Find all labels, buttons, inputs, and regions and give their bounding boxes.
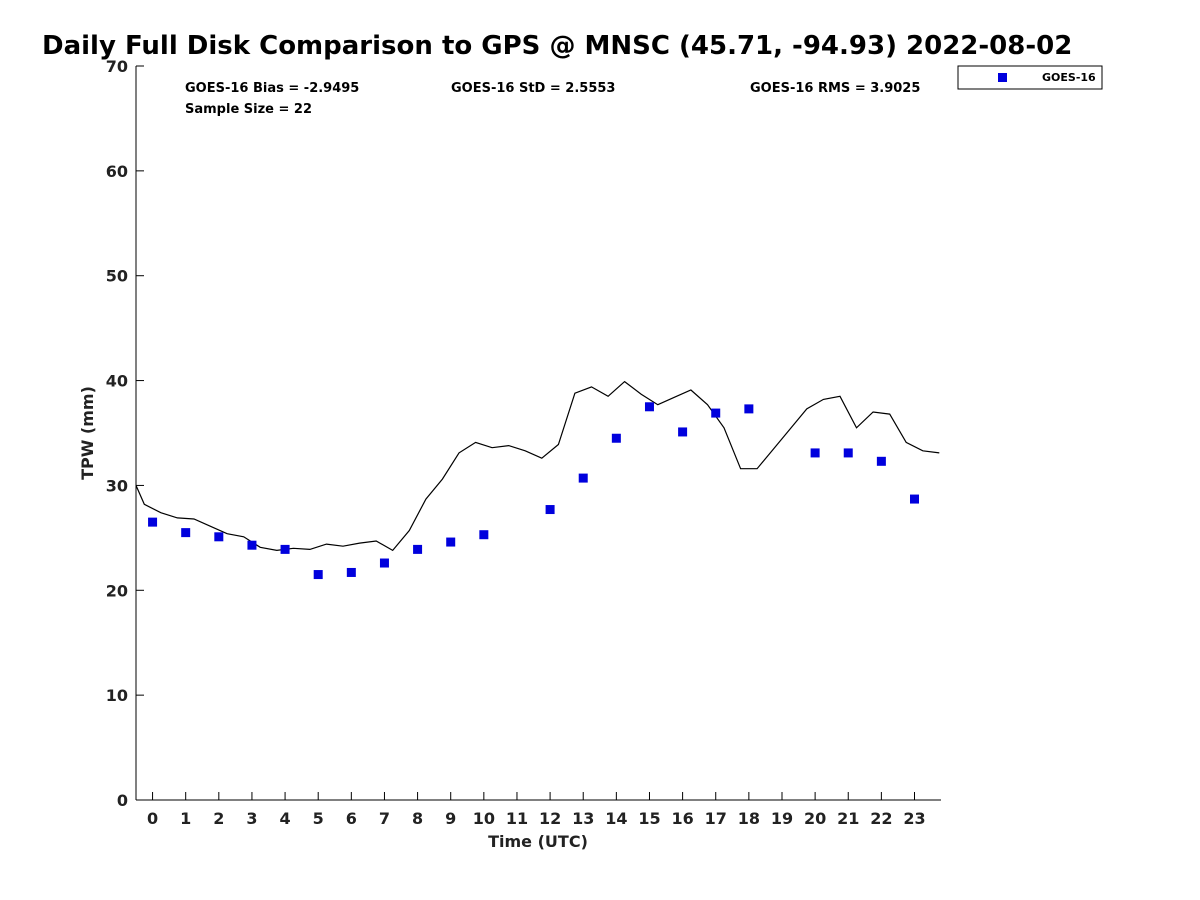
y-tick-label: 30 xyxy=(106,476,128,495)
goes16-point xyxy=(678,427,688,437)
x-tick-label: 9 xyxy=(445,809,456,828)
x-tick-label: 3 xyxy=(246,809,257,828)
x-tick-label: 15 xyxy=(638,809,660,828)
goes16-point xyxy=(711,408,721,418)
goes16-point xyxy=(644,402,654,412)
goes16-point xyxy=(446,537,456,547)
x-tick-label: 22 xyxy=(870,809,892,828)
x-tick-label: 14 xyxy=(605,809,627,828)
goes16-point xyxy=(247,540,257,550)
stat-std: GOES-16 StD = 2.5553 xyxy=(451,81,615,96)
goes16-point xyxy=(876,456,886,466)
x-axis: 0 1 2 3 4 5 6 7 8 9 10 11 12 13 14 15 16 17 18 19 20 21 22 23 xyxy=(147,792,926,828)
y-axis-label: TPW (mm) xyxy=(78,386,97,480)
goes16-point xyxy=(810,448,820,458)
legend: GOES-16 xyxy=(957,65,1103,90)
stat-bias: GOES-16 Bias = -2.9495 xyxy=(185,81,359,96)
x-tick-label: 18 xyxy=(738,809,760,828)
x-tick-label: 17 xyxy=(705,809,727,828)
legend-box xyxy=(957,65,1103,90)
y-tick-label: 10 xyxy=(106,686,128,705)
x-tick-label: 8 xyxy=(412,809,423,828)
chart-title: Daily Full Disk Comparison to GPS @ MNSC… xyxy=(42,31,1072,61)
y-tick-label: 50 xyxy=(106,267,128,286)
goes16-point xyxy=(148,517,158,527)
stat-rms: GOES-16 RMS = 3.9025 xyxy=(750,81,920,96)
legend-label-goes16: GOES-16 xyxy=(1042,71,1096,84)
y-tick-label: 0 xyxy=(117,791,128,810)
legend-marker-goes16 xyxy=(998,73,1007,82)
goes16-point xyxy=(413,544,423,554)
x-tick-label: 5 xyxy=(313,809,324,828)
goes16-point xyxy=(545,505,555,515)
reference-series-line xyxy=(135,380,940,552)
x-tick-label: 11 xyxy=(506,809,528,828)
goes16-point xyxy=(611,433,621,443)
goes16-point xyxy=(346,567,356,577)
x-tick-label: 6 xyxy=(346,809,357,828)
x-tick-label: 13 xyxy=(572,809,594,828)
y-tick-label: 70 xyxy=(106,57,128,76)
x-tick-label: 12 xyxy=(539,809,561,828)
goes16-point xyxy=(744,404,754,414)
x-tick-label: 0 xyxy=(147,809,158,828)
x-tick-label: 2 xyxy=(213,809,224,828)
plot-frame xyxy=(135,66,941,801)
y-axis: 0 10 20 30 40 50 60 70 xyxy=(106,57,144,810)
x-tick-label: 4 xyxy=(280,809,291,828)
goes16-point xyxy=(843,448,853,458)
goes16-point xyxy=(479,530,489,540)
x-tick-label: 23 xyxy=(903,809,925,828)
x-tick-label: 1 xyxy=(180,809,191,828)
x-tick-label: 21 xyxy=(837,809,859,828)
goes16-point xyxy=(909,494,919,504)
y-tick-label: 60 xyxy=(106,162,128,181)
goes16-point xyxy=(214,532,224,542)
goes16-point xyxy=(379,558,389,568)
goes16-point xyxy=(578,473,588,483)
x-tick-label: 7 xyxy=(379,809,390,828)
x-tick-label: 20 xyxy=(804,809,826,828)
y-tick-label: 40 xyxy=(106,372,128,391)
x-tick-label: 19 xyxy=(771,809,793,828)
stat-sample-size: Sample Size = 22 xyxy=(185,102,312,117)
goes16-point xyxy=(181,528,191,538)
goes16-series-layer xyxy=(148,402,919,580)
x-axis-label: Time (UTC) xyxy=(488,832,588,851)
x-tick-label: 10 xyxy=(473,809,495,828)
reference-series-layer xyxy=(135,380,940,552)
x-tick-label: 16 xyxy=(671,809,693,828)
y-tick-label: 20 xyxy=(106,581,128,600)
goes16-point xyxy=(313,570,323,580)
goes16-point xyxy=(280,544,290,554)
